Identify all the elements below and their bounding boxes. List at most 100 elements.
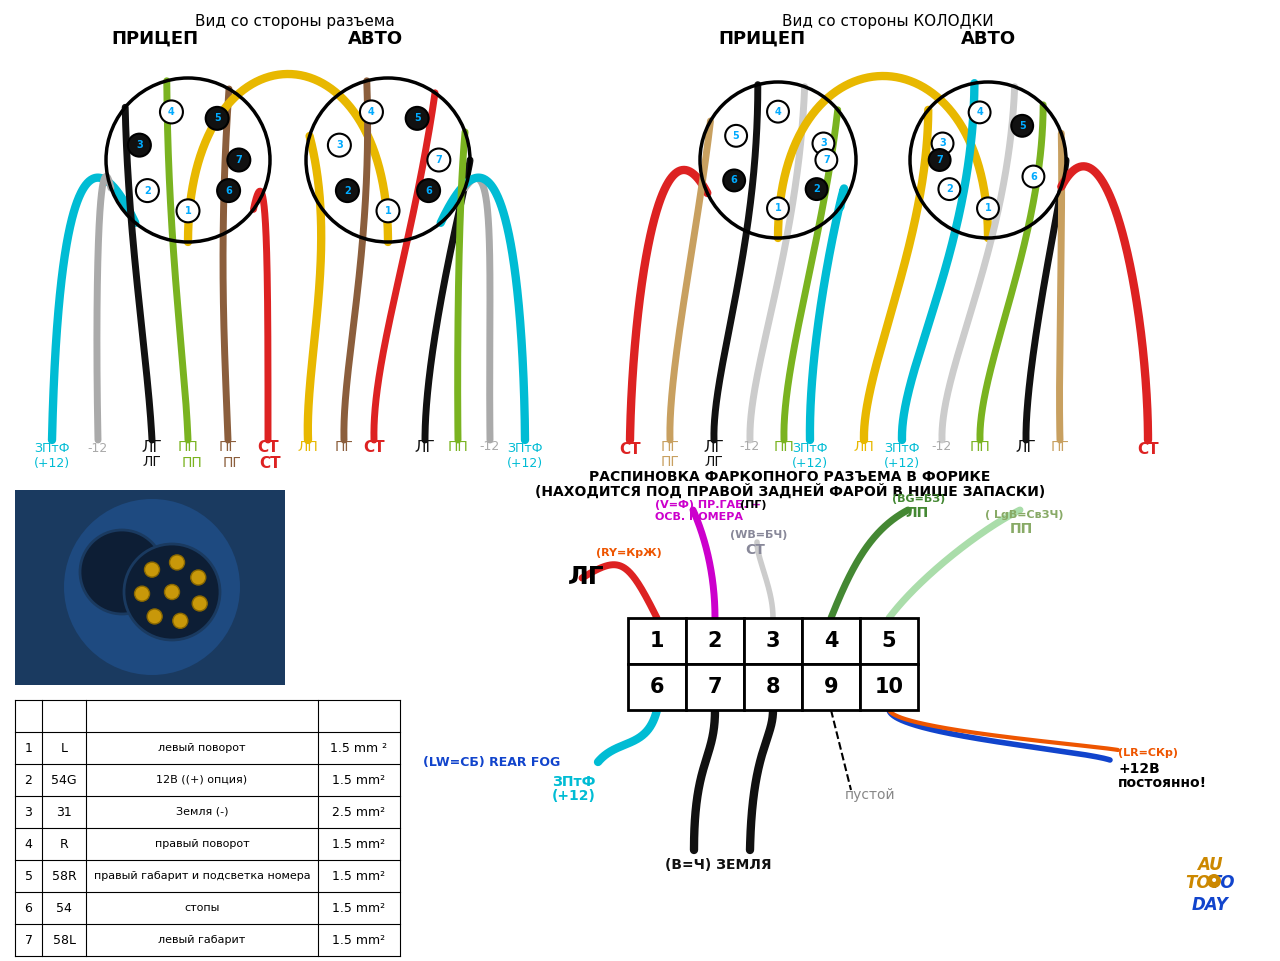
Text: ПРИЦЕП: ПРИЦЕП	[718, 30, 805, 48]
Text: 1: 1	[984, 204, 992, 213]
Text: 1.5 mm²: 1.5 mm²	[333, 901, 385, 915]
Text: 7: 7	[435, 155, 442, 165]
Circle shape	[136, 179, 159, 202]
Text: L: L	[60, 742, 68, 754]
Text: ЛП: ЛП	[854, 440, 874, 454]
Text: 7: 7	[708, 677, 722, 697]
Text: 9: 9	[824, 677, 838, 697]
Circle shape	[160, 101, 183, 123]
Bar	[744, 664, 803, 710]
Text: (LR=СКр): (LR=СКр)	[1117, 748, 1178, 758]
Text: (НАХОДИТСЯ ПОД ПРАВОЙ ЗАДНЕЙ ФАРОЙ В НИШЕ ЗАПАСКИ): (НАХОДИТСЯ ПОД ПРАВОЙ ЗАДНЕЙ ФАРОЙ В НИШ…	[535, 484, 1046, 499]
Text: ПГ: ПГ	[219, 440, 237, 454]
Circle shape	[169, 554, 184, 570]
Text: (ПГ): (ПГ)	[740, 500, 767, 510]
Text: (V=Ф) ПР.ГАБ. +: (V=Ф) ПР.ГАБ. +	[655, 500, 760, 510]
Text: 1.5 mm²: 1.5 mm²	[333, 774, 385, 786]
Text: 7: 7	[936, 155, 943, 165]
Text: 2: 2	[946, 185, 952, 194]
Text: ЛГ: ЛГ	[1015, 440, 1037, 455]
Text: 5: 5	[413, 113, 421, 123]
Text: •: •	[1210, 874, 1219, 888]
Bar	[628, 618, 686, 664]
Text: -12: -12	[932, 440, 952, 453]
Bar	[686, 664, 744, 710]
Text: 6: 6	[1030, 172, 1037, 182]
Circle shape	[1023, 165, 1044, 187]
Circle shape	[805, 178, 828, 200]
Text: ЛП: ЛП	[905, 506, 928, 520]
Text: ПГ: ПГ	[334, 440, 353, 454]
Circle shape	[977, 197, 998, 219]
Text: 54: 54	[56, 901, 72, 915]
Text: ОСВ. НОМЕРА: ОСВ. НОМЕРА	[655, 512, 742, 522]
Text: левый поворот: левый поворот	[159, 743, 246, 753]
Text: ЛГ: ЛГ	[704, 455, 723, 469]
Text: ЛГ: ЛГ	[704, 440, 724, 455]
Text: СТ: СТ	[745, 543, 765, 557]
Circle shape	[128, 134, 151, 157]
Text: 3: 3	[136, 140, 143, 150]
Text: 4: 4	[774, 107, 781, 116]
Text: 58L: 58L	[52, 933, 76, 947]
Text: 1: 1	[650, 631, 664, 651]
Circle shape	[192, 596, 207, 611]
Text: 3: 3	[820, 138, 827, 148]
Circle shape	[723, 169, 745, 191]
Circle shape	[191, 570, 206, 585]
Text: 58R: 58R	[51, 870, 77, 882]
Text: Вид со стороны КОЛОДКИ: Вид со стороны КОЛОДКИ	[782, 14, 993, 29]
Text: 8: 8	[765, 677, 781, 697]
Text: АВТО: АВТО	[347, 30, 403, 48]
Text: 1.5 mm²: 1.5 mm²	[333, 870, 385, 882]
Text: 7: 7	[236, 155, 242, 165]
Text: ПРИЦЕП: ПРИЦЕП	[111, 30, 198, 48]
Text: 4: 4	[369, 107, 375, 117]
Text: 10: 10	[874, 677, 904, 697]
Circle shape	[1011, 115, 1033, 136]
Text: СТ: СТ	[257, 440, 279, 455]
Text: 54G: 54G	[51, 774, 77, 786]
Circle shape	[417, 179, 440, 202]
Circle shape	[177, 199, 200, 222]
Text: 6: 6	[731, 176, 737, 185]
Circle shape	[328, 134, 351, 157]
Text: СТ: СТ	[620, 442, 641, 457]
Circle shape	[938, 178, 960, 200]
Text: 1.5 mm ²: 1.5 mm ²	[330, 742, 388, 754]
Circle shape	[228, 149, 251, 171]
Text: (LW=СБ) REAR FOG: (LW=СБ) REAR FOG	[422, 756, 561, 769]
Text: (RY=КрЖ): (RY=КрЖ)	[596, 548, 662, 558]
Text: ПГ: ПГ	[660, 440, 680, 454]
Text: 5: 5	[882, 631, 896, 651]
Text: стопы: стопы	[184, 903, 220, 913]
Bar	[628, 664, 686, 710]
Text: 6: 6	[24, 901, 32, 915]
Text: 6: 6	[425, 185, 431, 196]
Circle shape	[124, 544, 220, 640]
FancyBboxPatch shape	[15, 490, 285, 685]
Circle shape	[932, 133, 954, 155]
Bar	[686, 618, 744, 664]
Text: пустой: пустой	[845, 788, 895, 802]
Text: 1: 1	[774, 204, 781, 213]
Circle shape	[64, 499, 241, 675]
Text: ПГ: ПГ	[223, 456, 242, 470]
Text: 3: 3	[940, 138, 946, 148]
Circle shape	[79, 530, 164, 614]
Text: 5: 5	[214, 113, 220, 123]
Text: 1: 1	[384, 206, 392, 216]
Text: ПП: ПП	[182, 456, 202, 470]
Text: ПП: ПП	[178, 440, 198, 454]
Text: ЗПтФ
(+12): ЗПтФ (+12)	[35, 442, 70, 470]
Circle shape	[767, 197, 788, 219]
Text: 2: 2	[145, 185, 151, 196]
Circle shape	[1207, 874, 1221, 888]
Text: +12В: +12В	[1117, 762, 1160, 776]
Text: ПП: ПП	[970, 440, 991, 454]
Text: ЗПтФ
(+12): ЗПтФ (+12)	[884, 442, 920, 470]
Circle shape	[360, 101, 383, 123]
Circle shape	[428, 149, 451, 171]
Text: AU: AU	[1197, 856, 1222, 874]
Text: DAY: DAY	[1192, 896, 1229, 914]
